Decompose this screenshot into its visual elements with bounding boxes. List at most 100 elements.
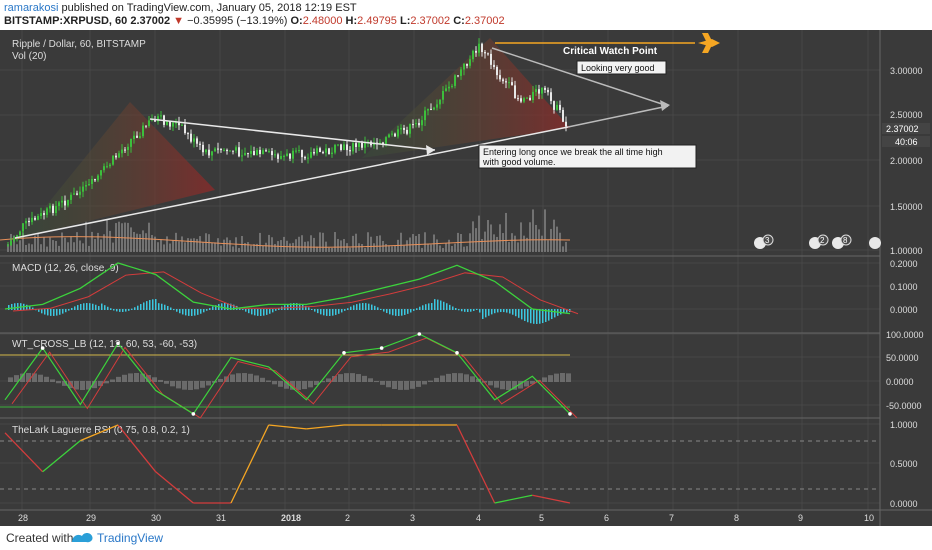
wt-histogram-bar bbox=[470, 376, 475, 382]
time-label: 7 bbox=[669, 513, 674, 523]
pattern-triangle-2[interactable] bbox=[362, 38, 570, 158]
macd-histogram-bar bbox=[344, 309, 346, 311]
wt-histogram-bar bbox=[188, 381, 193, 390]
time-axis[interactable]: 28 29 30 31 2018 2 3 4 5 6 7 8 9 10 bbox=[18, 513, 874, 523]
wt-histogram-bar bbox=[428, 380, 433, 382]
wt-histogram-bar bbox=[410, 381, 415, 389]
candle-body bbox=[187, 133, 189, 135]
candle-body bbox=[199, 143, 201, 145]
volume-bar bbox=[481, 239, 483, 252]
candle-body bbox=[277, 154, 279, 159]
candle-body bbox=[403, 127, 405, 130]
chart-area[interactable]: Critical Watch Point Looking very good E… bbox=[0, 30, 932, 526]
candle-body bbox=[415, 123, 417, 125]
candle-body bbox=[460, 69, 462, 76]
volume-bar bbox=[358, 243, 360, 252]
macd-histogram-bar bbox=[161, 303, 163, 310]
volume-bar bbox=[367, 232, 369, 252]
price-tick: 3.00000 bbox=[890, 66, 923, 76]
candle-body bbox=[550, 92, 552, 102]
wt-cross-dot bbox=[455, 351, 459, 355]
volume-bar bbox=[394, 245, 396, 252]
macd-histogram-bar bbox=[269, 309, 271, 314]
macd-histogram-bar bbox=[89, 303, 91, 310]
candle-body bbox=[436, 104, 438, 108]
trendline-upper[interactable] bbox=[149, 118, 436, 151]
wt-histogram-bar bbox=[86, 381, 91, 390]
event-flag-icon[interactable] bbox=[869, 237, 881, 249]
macd-histogram-bar bbox=[440, 300, 442, 310]
candle-body bbox=[463, 63, 465, 70]
wt-histogram-bar bbox=[386, 381, 391, 388]
volume-bar bbox=[430, 244, 432, 252]
macd-histogram-bar bbox=[209, 308, 211, 310]
volume-bar bbox=[340, 240, 342, 252]
macd-histogram-bar bbox=[437, 299, 439, 310]
macd-histogram-bar bbox=[173, 309, 175, 311]
event-badge[interactable] bbox=[762, 234, 774, 246]
candle-body bbox=[52, 205, 54, 213]
projection-lower[interactable] bbox=[567, 105, 669, 128]
macd-histogram-bar bbox=[245, 309, 247, 312]
candle-body bbox=[520, 98, 522, 102]
author-link[interactable]: ramarakosi bbox=[4, 2, 59, 14]
macd-histogram-bar bbox=[254, 309, 256, 316]
macd-histogram-bar bbox=[68, 309, 70, 311]
macd-histogram-bar bbox=[518, 309, 520, 318]
macd-histogram-bar bbox=[509, 309, 511, 314]
volume-bar bbox=[187, 238, 189, 252]
event-badges[interactable]: 3 2 8 bbox=[754, 234, 881, 249]
candle-body bbox=[49, 205, 51, 209]
wt-histogram-bar bbox=[104, 381, 109, 384]
footer: Created with TradingView bbox=[0, 526, 932, 550]
candle-body bbox=[262, 150, 264, 155]
created-with-label: Created with bbox=[6, 531, 74, 545]
candle-body bbox=[7, 245, 9, 247]
volume-bar bbox=[493, 234, 495, 252]
macd-histogram-bar bbox=[212, 306, 214, 310]
event-badge[interactable] bbox=[840, 234, 852, 246]
looking-good-box[interactable] bbox=[576, 60, 667, 75]
volume-bar bbox=[322, 232, 324, 252]
macd-histogram-bar bbox=[206, 309, 208, 311]
volume-bar bbox=[508, 242, 510, 252]
macd-histogram-bar bbox=[491, 309, 493, 315]
candle-body bbox=[340, 144, 342, 150]
candle-body bbox=[478, 43, 480, 53]
macd-histogram-bar bbox=[497, 309, 499, 313]
wt-histogram-bar bbox=[164, 381, 169, 384]
volume-bar bbox=[424, 232, 426, 252]
volume-bar bbox=[46, 246, 48, 252]
volume-bar bbox=[145, 233, 147, 252]
wt-histogram-bar bbox=[500, 381, 505, 390]
macd-histogram-bar bbox=[377, 307, 379, 310]
macd-histogram-bar bbox=[164, 304, 166, 310]
macd-histogram-bar bbox=[101, 303, 103, 310]
candle-body bbox=[235, 147, 237, 151]
projection-upper[interactable] bbox=[491, 47, 669, 107]
macd-tick: 0.2000 bbox=[890, 259, 918, 269]
candle-body bbox=[301, 150, 303, 158]
trendline-support[interactable] bbox=[14, 126, 569, 239]
price-candles bbox=[7, 38, 567, 247]
volume-bar bbox=[100, 239, 102, 252]
candle-body bbox=[109, 164, 111, 167]
macd-histogram-bar bbox=[410, 309, 412, 313]
volume-bar bbox=[109, 230, 111, 252]
price-axis[interactable]: 3.00000 2.50000 2.00000 1.50000 1.00000 … bbox=[882, 66, 930, 509]
entering-long-box[interactable] bbox=[478, 144, 697, 169]
chart-svg[interactable]: Critical Watch Point Looking very good E… bbox=[0, 30, 932, 526]
macd-histogram-bar bbox=[371, 304, 373, 310]
wt-histogram-bar bbox=[308, 381, 313, 388]
candle-body bbox=[511, 82, 513, 86]
high-label: H: bbox=[345, 15, 358, 27]
candle-body bbox=[421, 120, 423, 126]
volume-bar bbox=[67, 242, 69, 252]
volume-bar bbox=[301, 235, 303, 252]
candle-body bbox=[136, 135, 138, 138]
critical-watch-label[interactable]: Critical Watch Point bbox=[563, 46, 658, 57]
macd-histogram-bar bbox=[374, 305, 376, 310]
wt-histogram-bar bbox=[368, 378, 373, 382]
tradingview-brand[interactable]: TradingView bbox=[97, 531, 164, 545]
event-badge[interactable] bbox=[817, 234, 829, 246]
